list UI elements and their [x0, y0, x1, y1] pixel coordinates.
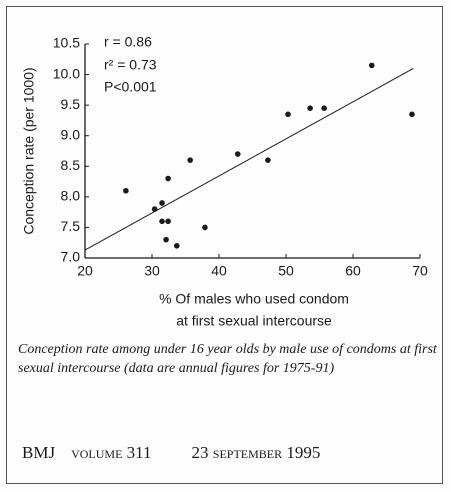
x-axis-label: % Of males who used condom	[159, 291, 349, 307]
data-point	[285, 111, 291, 118]
data-point	[368, 62, 375, 69]
y-tick-label: 10.5	[53, 35, 80, 51]
annotation: r² = 0.73	[104, 57, 157, 73]
x-tick-label: 50	[278, 263, 294, 279]
y-tick-label: 8.0	[61, 188, 81, 204]
y-tick-label: 9.5	[61, 96, 81, 112]
data-point	[307, 105, 313, 111]
data-point	[202, 224, 208, 231]
caption: Conception rate among under 16 year olds…	[18, 342, 437, 376]
data-point	[265, 157, 271, 163]
annotation: P<0.001	[104, 79, 157, 95]
data-point	[321, 105, 327, 111]
data-point	[173, 242, 180, 249]
y-tick-label: 7.5	[61, 218, 81, 234]
x-tick-label: 40	[211, 263, 227, 279]
data-point	[409, 111, 415, 118]
data-point	[123, 187, 129, 194]
data-point	[151, 206, 158, 212]
footer: BMJ VOLUME 311 23 SEPTEMBER 1995	[22, 443, 432, 463]
data-point	[187, 157, 193, 163]
data-point	[165, 218, 171, 225]
data-point	[159, 200, 165, 206]
y-tick-label: 10.0	[53, 65, 80, 81]
data-point	[159, 218, 165, 225]
data-point	[234, 151, 241, 157]
y-tick-label: 8.5	[61, 157, 81, 173]
x-tick-label: 60	[345, 263, 361, 279]
fit-line	[84, 68, 414, 251]
y-tick-label: 9.0	[61, 126, 81, 142]
date: 23 SEPTEMBER 1995	[191, 443, 321, 462]
volume: VOLUME 311	[71, 443, 152, 462]
y-tick-label: 7.0	[61, 249, 81, 265]
chart: % Of males who used condom at first sexu…	[21, 34, 428, 329]
data-point	[163, 236, 169, 243]
y-axis-label: Conception rate (per 1000)	[21, 67, 37, 234]
x-tick-label: 30	[144, 263, 160, 279]
x-tick-label: 70	[412, 263, 428, 279]
x-tick-label: 20	[77, 263, 93, 279]
annotation: r = 0.86	[104, 34, 152, 50]
data-point	[165, 175, 171, 182]
page-frame	[6, 6, 443, 484]
x-axis-label: at first sexual intercourse	[176, 313, 332, 329]
journal: BMJ	[22, 443, 56, 462]
